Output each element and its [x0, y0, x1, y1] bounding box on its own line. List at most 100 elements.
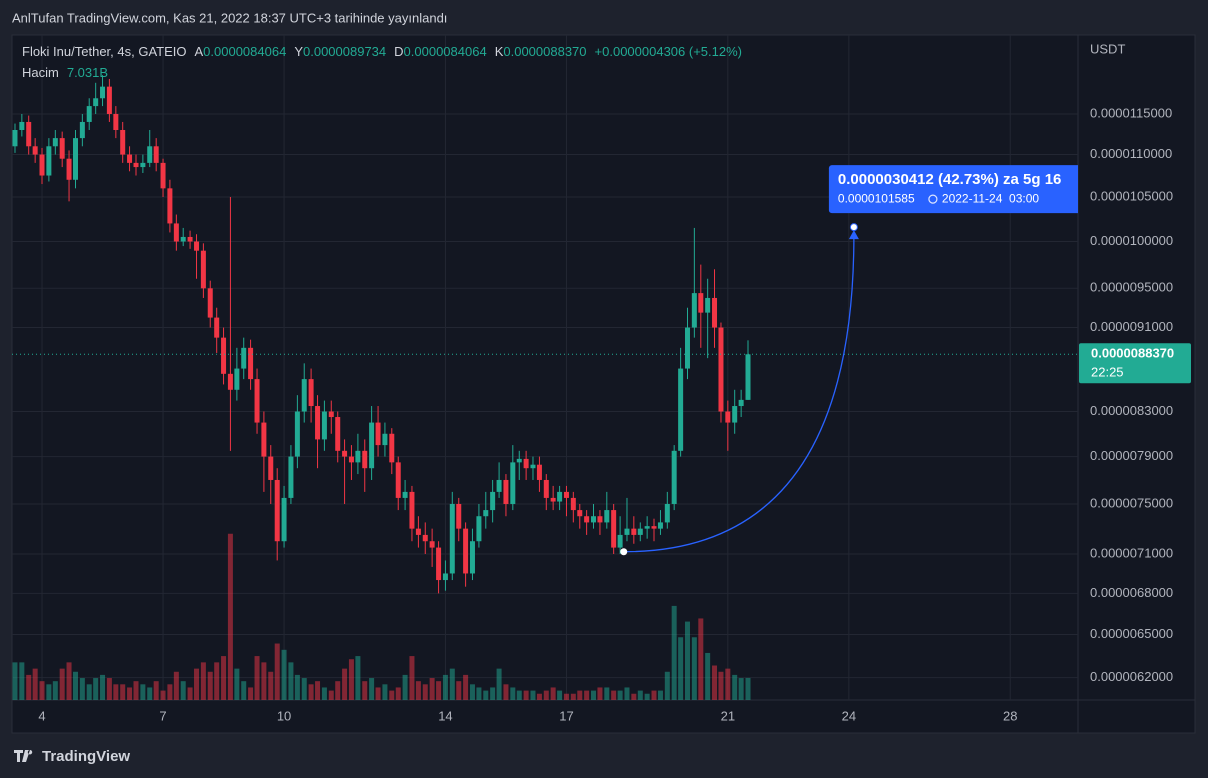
candle-body — [651, 526, 657, 529]
projection-box — [828, 165, 1078, 214]
volume-bar — [274, 643, 280, 700]
current-price-box — [1079, 343, 1191, 384]
y-tick-label: 0.0000068000 — [1090, 585, 1173, 600]
candle-body — [738, 399, 744, 407]
volume-value: 7.031B — [67, 65, 108, 80]
candle-body — [604, 510, 610, 523]
volume-bar — [160, 690, 166, 700]
volume-bar — [66, 662, 72, 700]
volume-bar — [100, 674, 106, 700]
volume-bar — [664, 671, 670, 700]
volume-bar — [550, 687, 556, 700]
projection-date: 2022-11-24 03:00 — [942, 191, 1040, 205]
volume-bar — [409, 656, 415, 700]
volume-bar — [147, 687, 153, 700]
candle-body — [321, 411, 327, 440]
ohlc-key: K — [495, 44, 504, 59]
candle-body — [59, 138, 65, 159]
candle-body — [382, 433, 388, 446]
volume-bar — [631, 693, 637, 700]
candle-body — [79, 121, 85, 139]
volume-bar — [523, 690, 529, 700]
volume-bar — [301, 678, 307, 700]
volume-bar — [738, 678, 744, 700]
clock-icon — [928, 194, 938, 204]
current-price-label: 0.0000088370 — [1091, 346, 1174, 361]
annotation-layer: 0.0000030412 (42.73%) za 5g 16 0.00001015… — [620, 165, 1078, 556]
volume-bar — [745, 677, 751, 700]
candle-body — [19, 121, 25, 130]
candle-body — [200, 250, 206, 289]
projection-end — [849, 223, 858, 232]
candle-body — [288, 456, 294, 498]
ohlc-value: 0.0000084064 — [404, 44, 487, 59]
candle-body — [66, 158, 72, 180]
candle-body — [523, 458, 529, 469]
volume-bar — [624, 687, 630, 700]
projection-start — [620, 548, 628, 556]
volume-bar — [153, 681, 159, 700]
y-tick-label: 0.0000071000 — [1090, 545, 1173, 560]
candle-body — [456, 503, 462, 529]
volume-bar — [516, 690, 522, 700]
volume-bar — [469, 684, 475, 700]
y-tick-label: 0.0000110000 — [1090, 146, 1172, 161]
x-tick-label: 17 — [559, 708, 573, 723]
volume-bar — [436, 681, 442, 700]
candle-body — [684, 327, 690, 369]
volume-bar — [19, 662, 25, 700]
volume-bar — [442, 674, 448, 700]
candle-body — [463, 528, 469, 574]
candle-body — [301, 379, 307, 412]
candle-body — [429, 541, 435, 548]
volume-bar — [644, 693, 650, 700]
grid — [12, 35, 1078, 700]
x-tick-label: 4 — [38, 708, 45, 723]
volume-bar — [254, 656, 260, 700]
volume-bar — [26, 674, 32, 700]
legend-line: Floki Inu/Tether, 4s, GATEIO A0.000008406… — [22, 44, 742, 59]
logo-icon — [14, 750, 33, 762]
candle-body — [234, 368, 240, 390]
candle-body — [476, 516, 482, 542]
candle-body — [516, 458, 522, 463]
volume-bar — [127, 687, 133, 700]
candle-body — [32, 146, 38, 155]
candle-body — [167, 188, 173, 224]
candle-body — [597, 516, 603, 523]
volume-bar — [294, 674, 300, 700]
candle-body — [187, 236, 193, 242]
projection-price: 0.0000101585 — [838, 191, 915, 205]
volume-bar — [200, 662, 206, 700]
volume-bar — [261, 662, 267, 700]
candle-body — [335, 417, 341, 451]
candle-body — [12, 129, 18, 147]
candle-body — [570, 497, 576, 511]
ohlc-key: D — [394, 44, 403, 59]
candle-body — [261, 422, 267, 457]
candle-body — [268, 456, 274, 480]
volume-bar — [718, 671, 724, 700]
volume-bar — [483, 690, 489, 700]
volume-bar — [46, 684, 52, 700]
volume-bar — [93, 678, 99, 700]
volume-bar — [530, 690, 536, 700]
candle-body — [402, 491, 408, 498]
candle-body — [127, 154, 133, 163]
volume-bar — [684, 621, 690, 700]
volume-bar — [281, 649, 287, 700]
volume-bar — [207, 671, 213, 700]
volume-bar — [570, 693, 576, 700]
ohlc-key: Y — [294, 44, 303, 59]
candle-body — [631, 528, 637, 535]
candle-body — [422, 534, 428, 542]
volume-name: Hacim — [22, 65, 59, 80]
volume-bar — [456, 681, 462, 700]
volume-bar — [180, 681, 186, 700]
publish-header: AnlTufan TradingView.com, Kas 21, 2022 1… — [12, 10, 447, 25]
volume-legend: Hacim 7.031B — [22, 65, 108, 80]
volume-bar — [369, 678, 375, 700]
candle-body — [86, 106, 92, 122]
candle-body — [442, 573, 448, 581]
